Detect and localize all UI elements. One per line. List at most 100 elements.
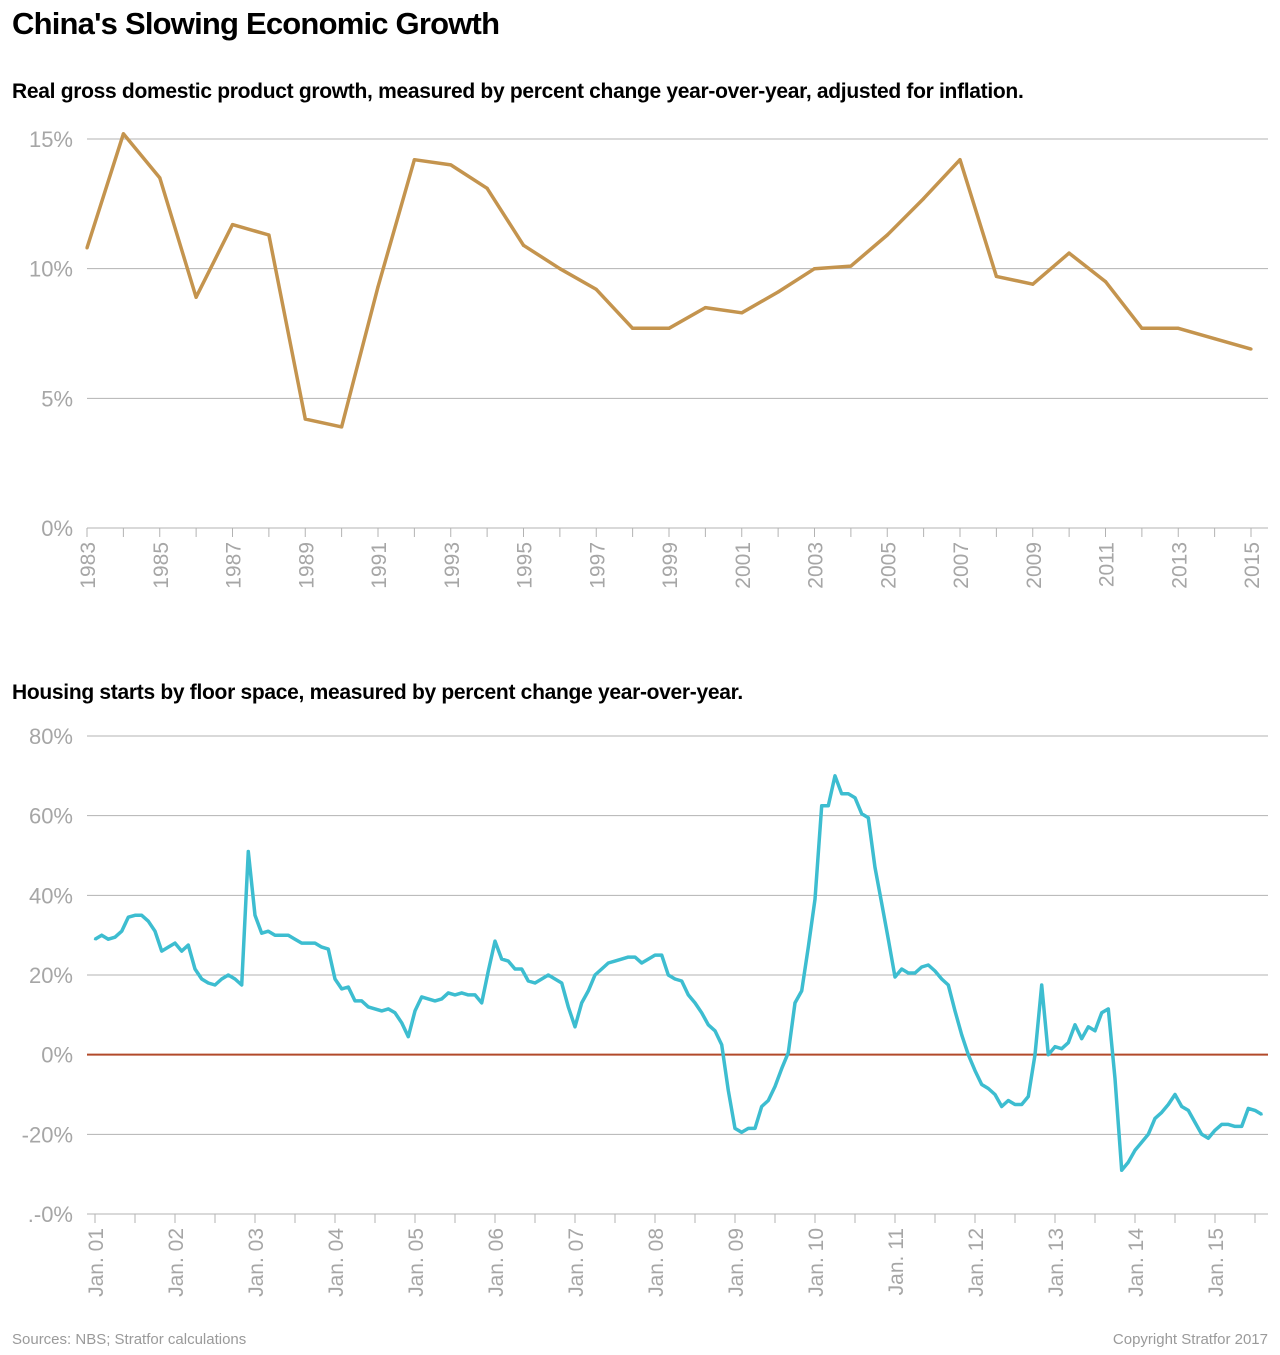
- housing-data-point: [747, 1127, 750, 1130]
- housing-data-point: [647, 957, 650, 961]
- housing-data-point: [1167, 1103, 1170, 1106]
- housing-data-point: [573, 1025, 577, 1028]
- gdp-data-point: [812, 267, 817, 271]
- housing-data-point: [447, 991, 450, 995]
- housing-data-point: [313, 941, 317, 945]
- housing-data-point: [1047, 1053, 1050, 1056]
- housing-x-tick-label: Jan. 05: [405, 1228, 428, 1297]
- housing-data-point: [100, 933, 103, 937]
- housing-data-point: [667, 973, 670, 977]
- gdp-y-tick-label: 10%: [29, 257, 73, 282]
- gdp-data-point: [376, 285, 380, 289]
- gdp-x-tick-label: 2013: [1168, 542, 1191, 589]
- housing-data-point: [1253, 1109, 1257, 1112]
- housing-data-point: [887, 937, 890, 941]
- gdp-data-point: [303, 417, 307, 421]
- housing-data-point: [993, 1093, 997, 1096]
- housing-data-point: [640, 961, 643, 965]
- housing-data-point: [307, 941, 310, 945]
- housing-data-point: [1147, 1133, 1150, 1136]
- housing-y-tick-label: -20%: [22, 1122, 73, 1147]
- housing-data-point: [340, 987, 343, 991]
- housing-data-point: [480, 1001, 483, 1005]
- housing-data-point: [1107, 1007, 1110, 1011]
- gdp-data-point: [449, 163, 453, 167]
- housing-data-point: [840, 792, 843, 795]
- gdp-x-tick-label: 1997: [586, 542, 609, 589]
- gdp-data-point: [776, 290, 780, 294]
- housing-data-point: [147, 920, 150, 923]
- housing-data-point: [240, 983, 243, 987]
- gdp-data-point: [922, 197, 926, 201]
- housing-y-tick-label: 80%: [29, 724, 73, 749]
- housing-data-point: [1087, 1025, 1090, 1028]
- gdp-data-point: [994, 274, 998, 279]
- housing-data-point: [867, 816, 870, 819]
- housing-data-point: [1260, 1113, 1263, 1116]
- housing-data-point: [287, 933, 290, 937]
- housing-data-point: [353, 999, 357, 1003]
- housing-x-tick-label: Jan. 10: [805, 1228, 828, 1297]
- housing-data-point: [267, 929, 270, 933]
- housing-data-point: [440, 997, 443, 1001]
- housing-y-tick-label: 40%: [29, 883, 73, 908]
- housing-y-tick-label: .-0%: [28, 1202, 73, 1227]
- housing-data-point: [1040, 983, 1043, 987]
- gdp-x-tick-label: 1989: [295, 542, 318, 589]
- housing-data-point: [947, 983, 950, 987]
- gdp-data-point: [667, 326, 671, 330]
- housing-x-tick-label: Jan. 12: [965, 1228, 988, 1297]
- housing-data-point: [507, 959, 510, 963]
- gdp-data-point: [958, 158, 962, 162]
- housing-data-point: [607, 961, 610, 965]
- housing-data-point: [880, 902, 883, 905]
- gdp-x-tick-label: 1991: [368, 542, 391, 589]
- housing-data-point: [1153, 1117, 1157, 1120]
- housing-data-point: [833, 774, 837, 778]
- housing-data-point: [1027, 1095, 1030, 1098]
- housing-data-point: [1187, 1109, 1190, 1112]
- housing-data-point: [760, 1105, 763, 1108]
- gdp-x-tick-label: 2001: [732, 542, 755, 589]
- housing-data-point: [700, 1011, 703, 1015]
- housing-data-point: [680, 979, 683, 983]
- housing-y-tick-label: 20%: [29, 963, 73, 988]
- housing-data-point: [420, 995, 423, 999]
- housing-data-point: [860, 812, 863, 815]
- housing-data-point: [260, 931, 263, 935]
- housing-data-point: [913, 971, 917, 975]
- housing-data-point: [1113, 1077, 1117, 1080]
- housing-data-point: [613, 959, 617, 963]
- housing-data-point: [1007, 1099, 1010, 1102]
- housing-x-tick-label: Jan. 14: [1125, 1228, 1148, 1297]
- housing-x-tick-label: Jan. 03: [245, 1228, 268, 1297]
- gdp-x-tick-label: 2003: [805, 542, 828, 589]
- housing-data-point: [980, 1083, 983, 1086]
- gdp-x-tick-label: 2011: [1096, 542, 1119, 587]
- housing-data-point: [660, 953, 663, 957]
- housing-data-point: [653, 953, 657, 957]
- housing-data-point: [827, 804, 830, 807]
- housing-data-point: [407, 1035, 410, 1038]
- gdp-y-tick-label: 15%: [29, 127, 73, 152]
- housing-data-point: [527, 979, 530, 983]
- gdp-x-tick-label: 1993: [441, 542, 464, 589]
- housing-data-point: [847, 792, 850, 795]
- housing-data-point: [753, 1127, 757, 1130]
- gdp-data-point: [703, 305, 707, 310]
- housing-data-point: [1140, 1141, 1143, 1144]
- housing-data-point: [853, 796, 857, 799]
- housing-data-point: [673, 977, 677, 981]
- gdp-x-tick-label: 1995: [514, 542, 537, 589]
- gdp-data-point: [1031, 282, 1035, 286]
- housing-x-tick-label: Jan. 06: [485, 1228, 508, 1297]
- housing-data-point: [127, 916, 130, 919]
- housing-data-point: [1133, 1149, 1137, 1152]
- housing-data-point: [987, 1087, 990, 1090]
- housing-data-point: [367, 1005, 370, 1009]
- housing-data-point: [1213, 1129, 1217, 1132]
- gdp-data-point: [558, 267, 562, 271]
- housing-data-point: [273, 933, 277, 937]
- gdp-data-point: [340, 425, 344, 429]
